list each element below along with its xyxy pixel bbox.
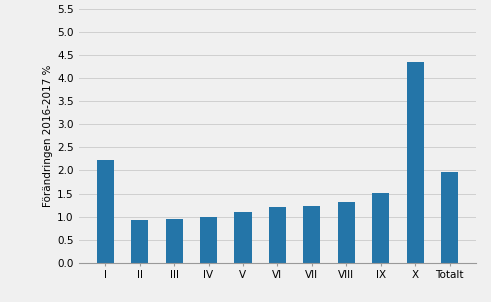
Bar [407,62,424,263]
Bar [97,160,114,263]
Bar [234,212,251,263]
Y-axis label: Förändringen 2016-2017 %: Förändringen 2016-2017 % [43,65,53,207]
Bar [269,207,286,263]
Bar [303,206,321,263]
Bar [441,172,458,263]
Bar [338,202,355,263]
Bar [372,193,389,263]
Bar [165,219,183,263]
Bar [200,217,217,263]
Bar [131,220,148,263]
